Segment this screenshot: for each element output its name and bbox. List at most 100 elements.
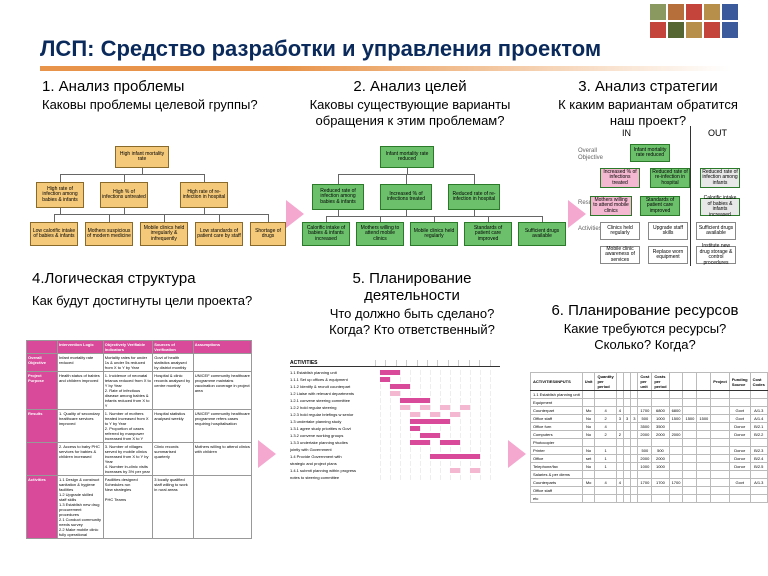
gantt-bar [470, 468, 480, 473]
gantt-bar [400, 405, 410, 410]
tree-node: Reduced rate of re-infection in hospital [448, 184, 500, 210]
gantt-chart: ACTIVITIES1.1 Establish planning unit1.1… [290, 360, 500, 481]
section-5-sub: Что должно быть сделано? Когда? Кто отве… [312, 306, 512, 337]
gantt-bar [390, 391, 400, 396]
strategy-box: Infant mortality rate reduced [630, 144, 670, 162]
gantt-row: notes to steering committee [290, 474, 500, 480]
strategy-box: Standards of patient care improved [640, 196, 680, 216]
tree-node: Low calorific intake of babies & infants [30, 222, 78, 246]
tree-node: Shortage of drugs [250, 222, 286, 246]
tree-node: Mobile clinics held regularly [410, 222, 458, 246]
tree-node: Low standards of patient care by staff [195, 222, 243, 246]
gantt-bar [450, 468, 460, 473]
strategy-box: Institute new drug storage & control pro… [696, 246, 736, 264]
connector [474, 174, 475, 184]
tree-node: Mothers suspicious of modern medicine [85, 222, 133, 246]
strategy-box: Clinics held regularly [600, 222, 640, 240]
connector [219, 214, 220, 222]
in-label: IN [622, 128, 631, 138]
strategy-box: Calorific intake of babies & infants inc… [700, 198, 740, 216]
logo-grid [650, 4, 738, 38]
strategy-box: Reduced rate of re-infection in hospital [650, 168, 690, 188]
gantt-bar [440, 405, 450, 410]
tree-node: High % of infections untreated [100, 182, 148, 208]
tree-node: Calorific intake of babies & infants inc… [302, 222, 350, 246]
gantt-row: 1.1 Establish planning unit [290, 369, 500, 375]
gantt-bar [380, 377, 390, 382]
strategy-box: Mobile clinic awareness of services [600, 246, 640, 264]
connector [124, 174, 125, 182]
tree-node: Increased % of infections treated [380, 184, 432, 210]
gantt-bar [420, 405, 430, 410]
strategy-box: Mothers willing to attend mobile clinics [590, 196, 632, 216]
tree-node: Infant mortality rate reduced [380, 146, 434, 168]
connector [54, 214, 55, 222]
gantt-row: 1.4.1 submit planning within progress [290, 467, 500, 473]
flow-arrow-icon [568, 200, 586, 228]
section-6-title: 6. Планирование ресурсов [540, 302, 750, 319]
gantt-row: 1.2.1 convene steering committee [290, 397, 500, 403]
connector [326, 216, 327, 222]
section-1-header: 1. Анализ проблемы Каковы проблемы целев… [42, 78, 258, 113]
gantt-bar [450, 412, 460, 417]
section-4-header: 4.Логическая структура Как будут достигн… [32, 270, 252, 309]
gantt-bar [400, 398, 430, 403]
flow-arrow-icon [258, 440, 276, 468]
tree-node: High infant mortality rate [115, 146, 169, 168]
connector [60, 174, 61, 182]
gantt-row: 1.4 Provide Government with [290, 453, 500, 459]
gantt-bar [440, 440, 460, 445]
section-2-sub: Каковы существующие варианты обращения к… [290, 97, 530, 128]
gantt-bar [420, 433, 440, 438]
section-1-title: 1. Анализ проблемы [42, 78, 258, 95]
strategy-box: Increased % of infections treated [600, 168, 640, 188]
page-title: ЛСП: Средство разработки и управления пр… [40, 36, 601, 62]
gantt-row: 1.3.3 undertake planning studies [290, 439, 500, 445]
connector [380, 216, 381, 222]
section-3-sub: К каким вариантам обратится наш проект? [558, 97, 738, 128]
flow-arrow-icon [508, 440, 526, 468]
connector [488, 216, 489, 222]
title-underline [40, 66, 730, 71]
gantt-bar [430, 412, 440, 417]
section-3-title: 3. Анализ стратегии [558, 78, 738, 95]
tree-node: Reduced rate of infection among babies &… [312, 184, 364, 210]
section-2-header: 2. Анализ целей Каковы существующие вари… [290, 78, 530, 128]
section-5-title: 5. Планирование деятельности [312, 270, 512, 304]
connector [542, 216, 543, 222]
gantt-row: jointly with Government [290, 446, 500, 452]
strategy-box: Upgrade staff skills [648, 222, 688, 240]
tree-node: High rate of infection among babies & in… [36, 182, 84, 208]
section-6-header: 6. Планирование ресурсов Какие требуются… [540, 302, 750, 352]
gantt-bar [410, 426, 420, 431]
connector [54, 214, 268, 215]
connector [109, 214, 110, 222]
gantt-bar [460, 405, 470, 410]
in-out-divider [690, 126, 691, 266]
gantt-bar [430, 454, 480, 459]
connector [434, 216, 435, 222]
section-4-sub: Как будут достигнуты цели проекта? [32, 293, 252, 309]
logframe-matrix: Intervention LogicObjectively Verifiable… [26, 340, 252, 539]
connector [60, 174, 204, 175]
section-1-sub: Каковы проблемы целевой группы? [42, 97, 258, 113]
flow-arrow-icon [286, 200, 304, 228]
section-2-title: 2. Анализ целей [290, 78, 530, 95]
gantt-row: 1.1.2 Identify & recruit counterpart [290, 383, 500, 389]
tree-node: High rate of re-infection in hospital [180, 182, 228, 208]
gantt-row: 1.2.2 hold regular steering [290, 404, 500, 410]
gantt-row: 1.1.1 Set up offices & equipment [290, 376, 500, 382]
gantt-row: 1.3.1 agree study priorities w Govt [290, 425, 500, 431]
tree-node: Mobile clinics held irregularly & infreq… [140, 222, 188, 246]
gantt-bar [410, 419, 450, 424]
tree-node: Mothers willing to attend mobile clinics [356, 222, 404, 246]
connector [268, 214, 269, 222]
resource-table: ACTIVITIES/INPUTSUnitQuantity per period… [530, 372, 768, 503]
connector [164, 214, 165, 222]
tree-node: Sufficient drugs available [518, 222, 566, 246]
strategy-box: Sufficient drugs available [696, 222, 736, 240]
connector [204, 174, 205, 182]
section-5-header: 5. Планирование деятельности Что должно … [312, 270, 512, 337]
gantt-row: 1.2.3 hold regular briefings w senior [290, 411, 500, 417]
connector [406, 174, 407, 184]
